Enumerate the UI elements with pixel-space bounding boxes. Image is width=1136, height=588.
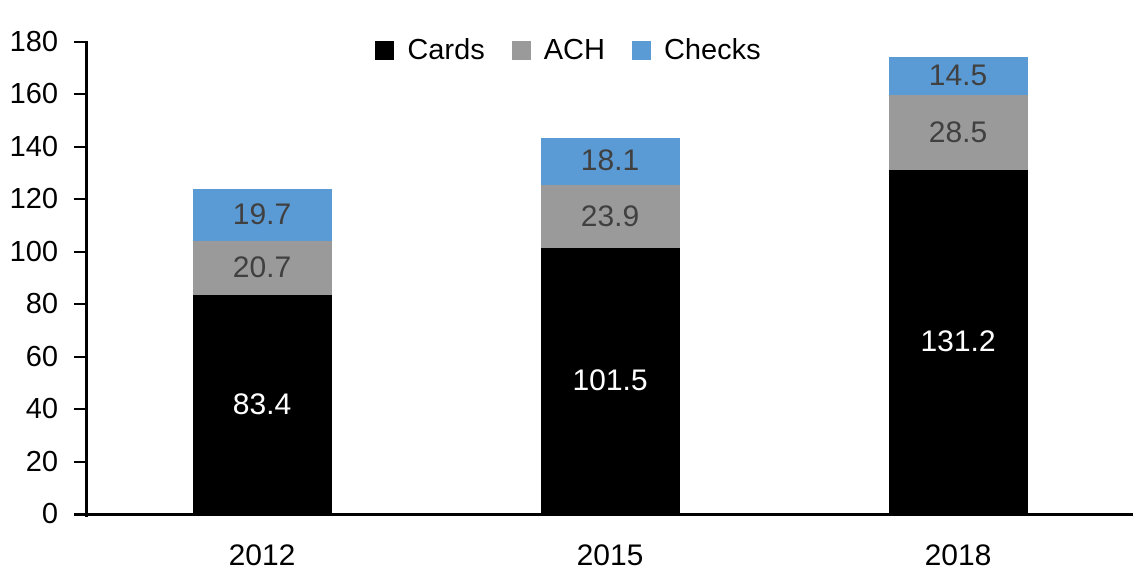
y-axis-tick — [74, 145, 88, 148]
y-axis-tick-label: 160 — [9, 78, 58, 111]
bar-value-label: 131.2 — [920, 324, 996, 358]
legend-swatch-checks-icon — [631, 41, 651, 60]
bar-value-label: 14.5 — [928, 59, 988, 93]
y-axis-tick-label: 100 — [9, 235, 58, 268]
y-axis-tick — [74, 93, 88, 96]
y-axis-tick — [74, 41, 88, 43]
y-axis-tick-label: 120 — [9, 183, 58, 216]
bar-value-label: 18.1 — [580, 144, 640, 178]
y-axis-tick-label: 140 — [9, 130, 58, 163]
bar-segment-cards-2018: 131.2 — [888, 169, 1028, 514]
y-axis-tick — [74, 355, 88, 358]
y-axis-tick-label: 60 — [25, 340, 58, 373]
x-category-label: 2012 — [228, 539, 296, 572]
bar-segment-checks-2018: 14.5 — [888, 57, 1028, 96]
bar-value-label: 19.7 — [232, 198, 292, 232]
bar-value-label: 23.9 — [580, 199, 640, 233]
y-axis-tick-label: 180 — [9, 26, 58, 58]
bar-value-label: 28.5 — [928, 115, 988, 149]
legend-swatch-ach-icon — [511, 41, 531, 60]
bar-segment-cards-2015: 101.5 — [540, 247, 680, 514]
y-axis-tick-label: 0 — [41, 498, 58, 530]
bar-value-label: 101.5 — [572, 363, 648, 397]
legend-label: Checks — [663, 34, 761, 66]
x-category-label: 2018 — [924, 539, 992, 572]
bar-segment-checks-2015: 18.1 — [540, 137, 680, 186]
y-axis-tick — [74, 408, 88, 411]
x-category-label: 2015 — [576, 539, 644, 572]
bar-segment-ach-2015: 23.9 — [540, 185, 680, 248]
legend-label: Cards — [407, 34, 485, 66]
y-axis-tick-label: 80 — [25, 288, 58, 321]
y-axis-tick — [74, 460, 88, 463]
y-axis-tick — [74, 303, 88, 306]
bar-segment-cards-2012: 83.4 — [192, 295, 332, 514]
y-axis-tick — [74, 250, 88, 253]
bar-segment-ach-2018: 28.5 — [888, 95, 1028, 170]
y-axis-tick — [74, 198, 88, 201]
bar-segment-checks-2012: 19.7 — [192, 189, 332, 242]
y-axis-tick-label: 20 — [25, 445, 58, 478]
chart-legend: Cards ACH Checks — [0, 36, 1136, 65]
y-axis-tick — [74, 513, 88, 515]
legend-item-checks: Checks — [631, 34, 761, 66]
y-axis-tick-label: 40 — [25, 393, 58, 426]
y-axis-line — [85, 42, 88, 517]
legend-label: ACH — [543, 34, 605, 66]
legend-item-ach: ACH — [511, 34, 605, 66]
bar-segment-ach-2012: 20.7 — [192, 241, 332, 296]
bar-value-label: 83.4 — [232, 387, 292, 421]
x-axis-line — [74, 513, 1133, 516]
bar-value-label: 20.7 — [232, 251, 292, 285]
legend-swatch-cards-icon — [375, 41, 395, 60]
legend-item-cards: Cards — [375, 34, 485, 66]
